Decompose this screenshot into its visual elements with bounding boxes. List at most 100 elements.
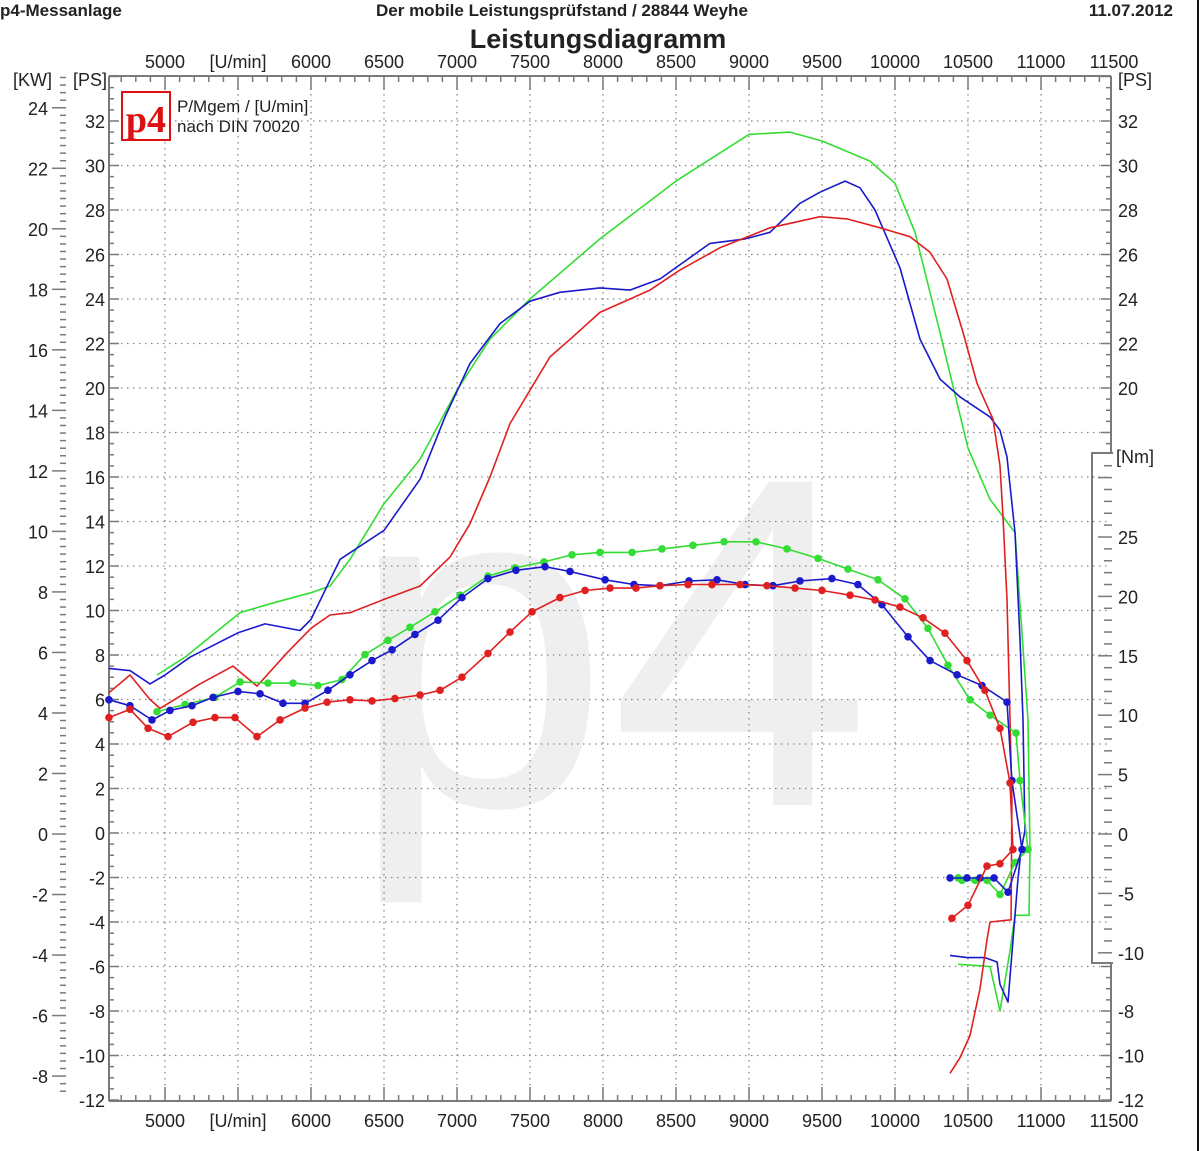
x-tick-label-bottom: 7000 (437, 1111, 477, 1131)
ps-tick-label-left: 26 (85, 246, 105, 266)
ps-tick-label-left: 12 (85, 557, 105, 577)
torque-marker (512, 566, 520, 575)
kw-tick-label: 4 (38, 704, 48, 724)
torque-marker (144, 724, 152, 733)
ps-tick-label-right: 28 (1118, 201, 1138, 221)
legend-line-1: P/Mgem / [U/min] (177, 97, 308, 116)
torque-marker (983, 862, 991, 870)
torque-marker (406, 623, 414, 632)
torque-marker (628, 548, 636, 557)
ps-tick-label-left: 24 (85, 290, 105, 310)
x-tick-label-bottom: 9500 (802, 1111, 842, 1131)
x-tick-label-bottom: 6000 (291, 1111, 331, 1131)
torque-marker (708, 580, 716, 589)
ps-axis-label-left: [PS] (73, 70, 107, 90)
legend: p4 P/Mgem / [U/min] nach DIN 70020 (121, 91, 308, 141)
torque-marker (1004, 888, 1012, 897)
kw-tick-label: 20 (28, 220, 48, 240)
ps-tick-label-right: -12 (1118, 1091, 1144, 1111)
ps-tick-label-left: 0 (95, 824, 105, 844)
torque-marker (1003, 698, 1011, 706)
x-tick-label-top: [U/min] (209, 52, 266, 72)
ps-tick-label-right: 26 (1118, 246, 1138, 266)
kw-tick-label: 10 (28, 522, 48, 542)
ps-tick-label-left: -4 (89, 913, 105, 933)
torque-marker (1018, 845, 1026, 854)
kw-axis-label: [KW] (13, 70, 52, 90)
x-tick-label-top: 10500 (943, 52, 993, 72)
torque-marker (484, 649, 492, 658)
ps-tick-label-left: 8 (95, 646, 105, 666)
torque-marker (416, 691, 424, 699)
torque-marker (436, 686, 444, 695)
torque-marker (990, 874, 998, 882)
torque-marker (231, 713, 239, 722)
x-tick-label-top: 11000 (1017, 52, 1066, 72)
torque-marker (854, 580, 862, 589)
torque-marker (996, 859, 1004, 868)
torque-marker (506, 628, 514, 636)
torque-marker (434, 616, 442, 624)
ps-tick-label-left: -8 (89, 1002, 105, 1022)
torque-marker (346, 671, 354, 679)
watermark: p4 (349, 380, 872, 908)
ps-tick-label-left: 20 (85, 379, 105, 399)
torque-marker (818, 586, 826, 595)
ps-tick-label-left: 32 (85, 112, 105, 132)
torque-marker (713, 575, 721, 584)
ps-tick-label-left: 16 (85, 468, 105, 488)
torque-marker (752, 537, 760, 546)
torque-marker (528, 608, 536, 616)
ps-tick-label-left: -6 (89, 958, 105, 978)
x-tick-label-top: 6000 (291, 52, 331, 72)
torque-marker (276, 716, 284, 724)
torque-marker (986, 711, 994, 719)
torque-marker (484, 574, 492, 583)
x-tick-label-top: 8500 (656, 52, 696, 72)
grid (109, 76, 1111, 1101)
torque-marker (632, 584, 640, 592)
torque-marker (314, 681, 322, 690)
torque-marker (568, 551, 576, 559)
torque-marker (209, 693, 217, 702)
torque-marker (996, 724, 1004, 733)
torque-marker (126, 705, 134, 714)
ps-tick-label-right: 30 (1118, 157, 1138, 177)
nm-tick-label: -10 (1118, 944, 1144, 964)
p4-logo (121, 91, 171, 141)
torque-marker (783, 545, 791, 553)
torque-marker (606, 584, 614, 592)
torque-marker (234, 687, 242, 696)
nm-tick-label: 0 (1118, 825, 1128, 845)
x-tick-label-bottom: 9000 (729, 1111, 769, 1131)
x-tick-label-bottom: 10500 (943, 1111, 993, 1131)
axes: 50005000[U/min][U/min]600060006500650070… (13, 52, 1154, 1131)
torque-marker (411, 630, 419, 639)
x-tick-label-bottom: 11000 (1017, 1111, 1066, 1131)
ps-axis-label-right: [PS] (1118, 70, 1152, 90)
torque-marker (896, 603, 904, 611)
ps-tick-label-right: 32 (1118, 112, 1138, 132)
torque-marker (164, 732, 172, 741)
torque-marker (188, 701, 196, 710)
ps-tick-label-right: -8 (1118, 1002, 1134, 1022)
torque-marker (828, 574, 836, 583)
kw-tick-label: -2 (32, 886, 48, 906)
ps-tick-label-left: -2 (89, 869, 105, 889)
kw-tick-label: 14 (28, 401, 48, 421)
torque-marker (926, 656, 934, 665)
ps-tick-label-left: 6 (95, 691, 105, 711)
torque-marker (684, 580, 692, 589)
nm-tick-label: 5 (1118, 766, 1128, 786)
torque-marker (391, 694, 399, 703)
torque-marker (105, 695, 113, 704)
torque-marker (963, 874, 971, 882)
x-tick-label-top: 7500 (510, 52, 550, 72)
torque-marker (346, 695, 354, 704)
torque-marker (301, 704, 309, 712)
torque-marker (236, 678, 244, 686)
kw-tick-label: 12 (28, 462, 48, 482)
torque-marker (966, 695, 974, 704)
torque-marker (901, 594, 909, 603)
torque-marker (874, 575, 882, 584)
